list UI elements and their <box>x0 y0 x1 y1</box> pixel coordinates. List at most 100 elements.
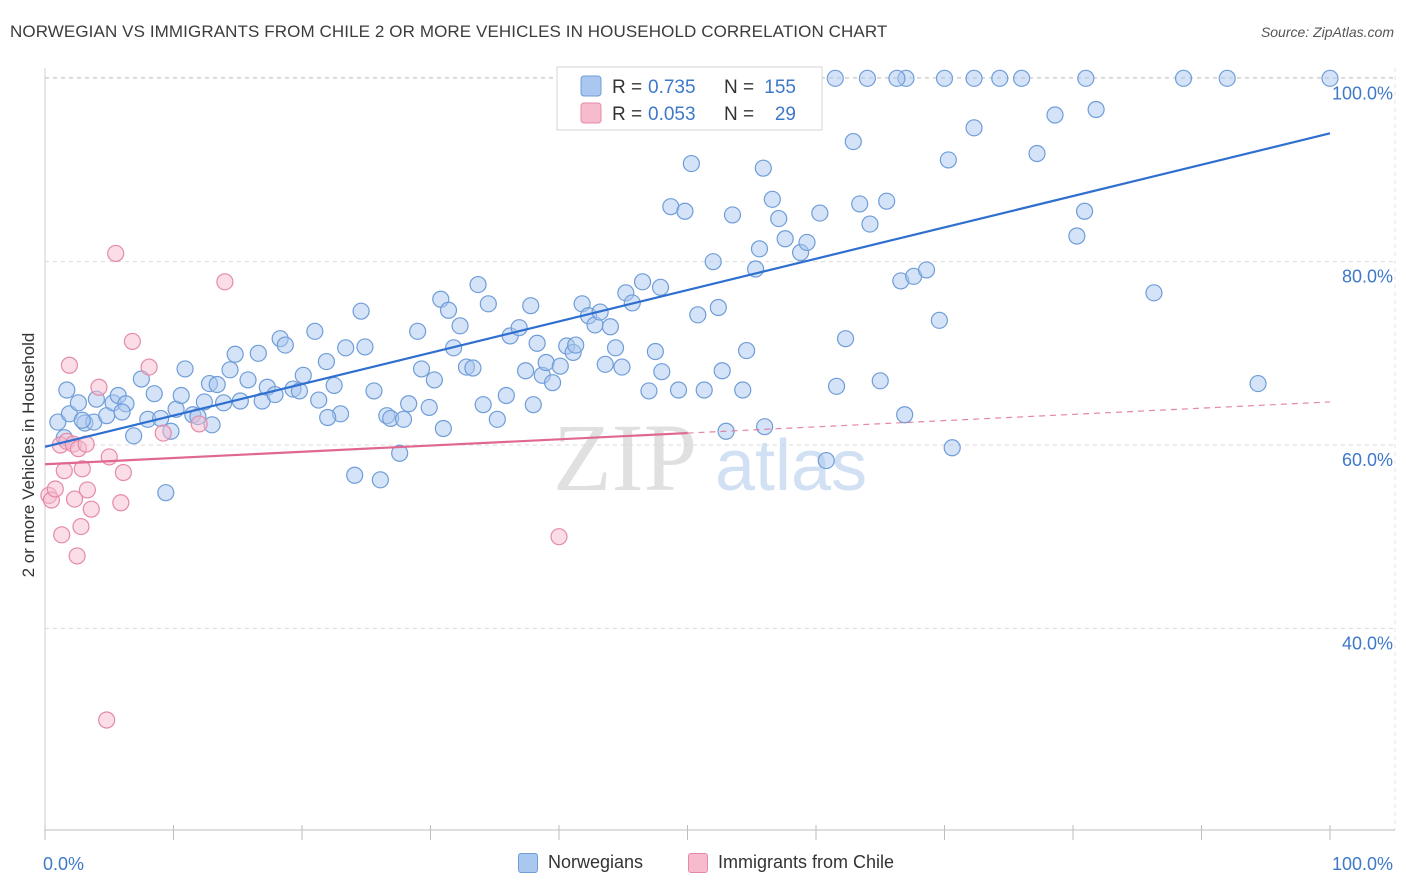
norwegians-point-127 <box>930 311 948 329</box>
chile-point-19 <box>100 448 118 466</box>
norwegians-point-115 <box>817 451 835 470</box>
norwegians-point-96 <box>676 202 694 220</box>
norwegians-point-122 <box>878 192 896 210</box>
norwegians-point-152 <box>73 411 91 429</box>
norwegians-point-144 <box>1012 69 1031 87</box>
norwegians-point-133 <box>1046 106 1064 124</box>
legend-swatch-norwegians <box>518 852 538 873</box>
norwegians-point-159 <box>524 396 542 414</box>
norwegians-point-63 <box>464 359 482 377</box>
x-tick-label-max: 100.0% <box>1332 854 1393 874</box>
legend-label-chile: Immigrants from Chile <box>718 852 895 872</box>
norwegians-point-98 <box>689 306 707 324</box>
norwegians-point-25 <box>221 361 239 379</box>
norwegians-point-97 <box>682 154 700 173</box>
norwegians-point-44 <box>346 466 364 484</box>
chile-point-22 <box>114 463 132 482</box>
norwegians-point-143 <box>965 69 983 87</box>
norwegians-point-46 <box>356 338 374 356</box>
norwegians-point-145 <box>1077 69 1095 87</box>
stats-swatch-pink <box>580 102 602 124</box>
chile-point-4 <box>53 526 71 544</box>
norwegians-point-54 <box>409 322 427 340</box>
legend-swatch-chile <box>688 852 708 873</box>
norwegians-point-113 <box>798 233 816 252</box>
chile-point-27 <box>216 273 234 291</box>
norwegians-point-124 <box>896 406 914 424</box>
norwegians-point-38 <box>306 322 324 340</box>
norwegians-point-61 <box>451 317 469 335</box>
chile-point-25 <box>154 424 172 442</box>
stats-n-label-blue: N = <box>724 77 754 98</box>
chile-point-17 <box>90 378 108 396</box>
chile-point-13 <box>73 460 91 478</box>
norwegians-point-105 <box>738 341 756 360</box>
norwegians-point-135 <box>1075 202 1094 220</box>
norwegians-point-90 <box>633 273 652 291</box>
norwegians-point-148 <box>1321 69 1339 87</box>
chile-point-21 <box>112 494 130 512</box>
norwegians-point-41 <box>325 376 343 395</box>
norwegians-point-73 <box>528 334 546 352</box>
norwegians-point-26 <box>226 345 244 363</box>
norwegians-point-11 <box>132 370 150 388</box>
norwegians-point-34 <box>276 336 294 354</box>
norwegians-point-66 <box>479 295 497 313</box>
chile-point-26 <box>190 415 208 433</box>
norwegians-point-114 <box>811 204 829 222</box>
y-tick-label-0: 40.0% <box>1342 633 1393 653</box>
norwegians-point-104 <box>734 381 752 399</box>
norwegians-point-140 <box>858 69 877 87</box>
norwegians-point-56 <box>420 398 438 417</box>
norwegians-point-129 <box>943 439 961 457</box>
norwegians-point-75 <box>537 353 555 372</box>
chile-point-12 <box>72 517 90 536</box>
chile-trend-line-extension <box>687 401 1331 434</box>
norwegians-point-55 <box>412 360 431 378</box>
norwegians-point-107 <box>750 240 769 258</box>
norwegians-point-95 <box>669 381 688 399</box>
y-tick-label-2: 80.0% <box>1342 267 1393 287</box>
norwegians-point-51 <box>391 444 409 462</box>
norwegians-point-68 <box>497 386 515 405</box>
chile-point-18 <box>98 711 116 729</box>
legend-item-norwegians[interactable]: Norwegians <box>518 852 643 873</box>
chile-point-28 <box>550 528 568 546</box>
norwegians-point-17 <box>172 386 190 405</box>
norwegians-point-13 <box>145 385 163 403</box>
watermark-atlas: atlas <box>715 426 867 506</box>
norwegians-point-139 <box>826 69 844 87</box>
norwegians-point-71 <box>516 362 535 380</box>
legend-item-chile[interactable]: Immigrants from Chile <box>688 852 894 873</box>
norwegians-point-10 <box>125 427 143 445</box>
y-tick-label-3: 100.0% <box>1332 83 1393 103</box>
norwegians-point-160 <box>601 318 620 336</box>
norwegians-point-92 <box>646 342 664 361</box>
chile-points <box>40 244 568 729</box>
norwegians-point-86 <box>606 339 625 357</box>
stats-legend: R = 0.735 N = 155 R = 0.053 N = 29 <box>556 66 823 131</box>
norwegians-point-132 <box>1028 144 1046 163</box>
norwegians-point-67 <box>488 410 506 428</box>
norwegians-point-142 <box>935 69 954 87</box>
y-tick-label-1: 60.0% <box>1342 450 1393 470</box>
norwegians-point-91 <box>640 382 658 400</box>
watermark-zip: ZIP <box>553 404 697 511</box>
stats-r-value-pink: 0.053 <box>648 104 696 125</box>
chile-point-2 <box>46 480 64 498</box>
norwegians-point-99 <box>695 381 713 399</box>
norwegians-point-118 <box>844 132 862 151</box>
norwegians-point-111 <box>776 230 794 248</box>
norwegians-point-23 <box>208 375 226 394</box>
norwegians-point-65 <box>474 396 492 414</box>
norwegians-point-126 <box>917 261 936 279</box>
trend-lines <box>44 132 1331 466</box>
norwegians-point-85 <box>596 355 614 373</box>
stats-n-label-pink: N = <box>724 104 754 125</box>
chart-title: NORWEGIAN VS IMMIGRANTS FROM CHILE 2 OR … <box>10 22 888 41</box>
norwegians-point-154 <box>113 403 131 421</box>
norwegians-point-43 <box>337 339 355 357</box>
norwegians-point-121 <box>871 372 889 390</box>
chile-point-7 <box>60 356 79 374</box>
norwegians-point-40 <box>317 352 336 371</box>
